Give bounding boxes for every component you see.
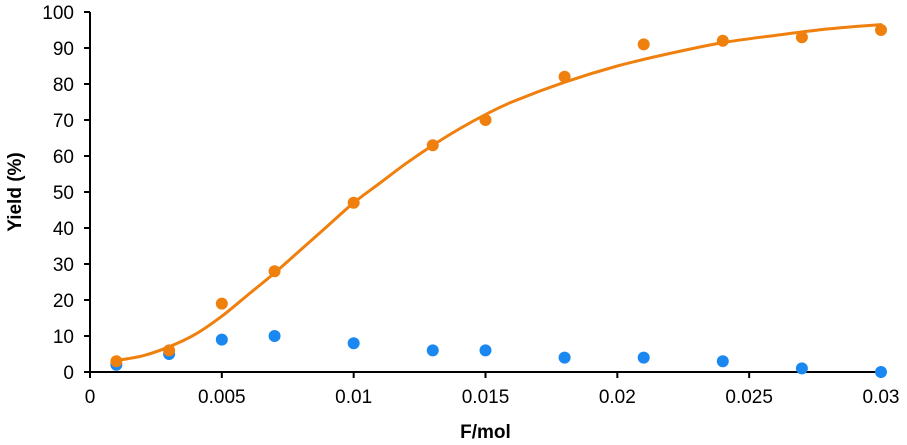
- data-point-series-1: [716, 34, 729, 47]
- x-tick-label: 0.005: [198, 387, 246, 408]
- fit-curves: [114, 23, 883, 362]
- data-point-series-1: [795, 31, 808, 44]
- data-point-series-1: [215, 297, 228, 310]
- data-point-series-1: [637, 38, 650, 51]
- y-tick-label: 80: [53, 75, 74, 96]
- y-tick-label: 60: [53, 147, 74, 168]
- data-point-series-2: [795, 362, 808, 375]
- y-tick-label: 20: [53, 291, 74, 312]
- y-tick-label: 0: [63, 363, 74, 384]
- data-point-series-2: [716, 355, 729, 368]
- data-points: [110, 24, 887, 378]
- x-tick-label: 0.025: [725, 387, 773, 408]
- data-point-series-2: [268, 330, 281, 342]
- data-point-series-2: [426, 344, 439, 357]
- data-point-series-2: [875, 366, 887, 378]
- x-tick-label: 0.02: [599, 387, 636, 408]
- x-tick-label: 0.03: [863, 387, 900, 408]
- x-tick-label: 0.01: [335, 387, 372, 408]
- y-tick-label: 50: [53, 183, 74, 204]
- x-tick-label: 0.015: [462, 387, 510, 408]
- data-point-series-2: [215, 333, 228, 346]
- data-point-series-1: [268, 265, 281, 278]
- x-tick-label: 0: [85, 387, 96, 408]
- data-point-series-1: [426, 139, 439, 152]
- data-point-series-2: [479, 344, 492, 357]
- y-tick-label: 90: [53, 39, 74, 60]
- x-axis-title: F/mol: [460, 422, 511, 443]
- fit-curve-series-1: [114, 23, 883, 362]
- y-tick-label: 70: [53, 111, 74, 132]
- y-tick-label: 30: [53, 255, 74, 276]
- y-tick-label: 100: [42, 3, 74, 24]
- data-point-series-1: [347, 196, 360, 209]
- data-point-series-2: [558, 351, 571, 364]
- data-point-series-2: [637, 351, 650, 364]
- data-point-series-1: [558, 70, 571, 83]
- y-tick-label: 40: [53, 219, 74, 240]
- y-axis-title: Yield (%): [5, 152, 26, 232]
- data-point-series-1: [479, 114, 492, 126]
- x-axis-ticks: 0 0.005 0.01 0.015 0.02 0.025 0.03: [85, 372, 900, 408]
- data-point-series-1: [875, 24, 887, 36]
- y-tick-label: 10: [53, 327, 74, 348]
- data-point-series-1: [163, 344, 176, 357]
- data-point-series-1: [110, 355, 123, 368]
- data-point-series-2: [347, 337, 360, 350]
- y-axis-ticks: 0 10 20 30 40 50 60 70 80 90 100: [42, 3, 90, 384]
